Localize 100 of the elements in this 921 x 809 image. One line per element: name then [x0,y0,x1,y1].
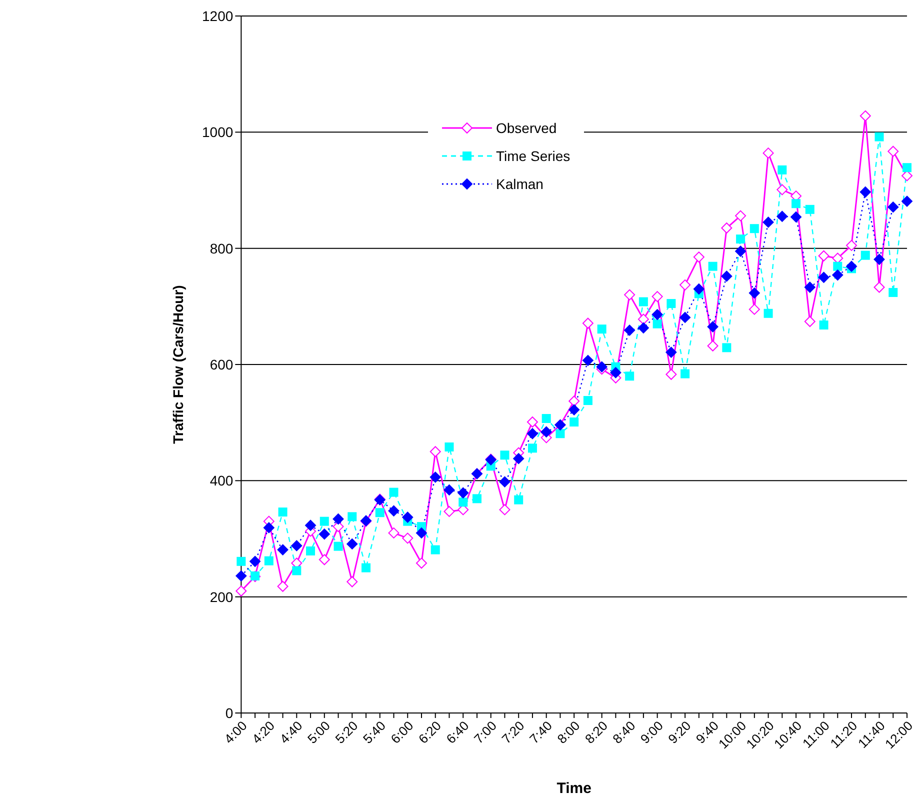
point [818,272,830,283]
point [430,545,440,554]
point [346,576,358,588]
point [638,314,649,325]
point [762,148,774,159]
point [624,324,636,336]
point [334,542,343,551]
point [888,288,898,297]
point [792,199,801,208]
point [402,512,414,523]
point [444,442,454,452]
point [332,514,344,524]
point [402,532,414,544]
y-tick-label: 400 [210,472,234,489]
point [582,318,594,329]
point [346,538,358,550]
point [597,324,606,334]
point [776,184,788,196]
point [318,554,330,566]
point [666,368,677,380]
point [680,279,691,290]
x-tick-label: 5:00 [304,718,334,747]
point [818,250,830,262]
point [722,343,732,352]
point [263,522,274,534]
x-tick-label: 7:00 [471,718,500,747]
point [832,270,844,281]
point [638,297,648,306]
point [638,322,649,334]
point [860,250,870,260]
point [778,165,787,174]
point [735,210,746,222]
point [625,372,634,381]
x-tick-label: 5:40 [360,718,389,747]
x-tick-label: 8:20 [582,718,610,747]
point [277,544,288,556]
point [458,487,469,498]
point [444,506,455,517]
point [707,340,718,352]
point [458,498,468,507]
point [764,308,773,318]
point [528,444,537,453]
point [748,304,760,315]
point [362,563,371,572]
point [736,234,746,244]
point [748,288,760,299]
point [513,453,524,464]
point [540,426,552,438]
point [624,289,636,300]
point [652,319,662,328]
x-tick-label: 6:40 [443,718,472,747]
x-tick-label: 6:00 [388,718,416,747]
x-axis-title: Time [556,780,592,797]
point [430,472,441,483]
point [708,262,718,271]
point [693,283,704,294]
point [735,246,746,257]
point [514,495,524,504]
x-tick-label: 9:00 [637,718,666,747]
y-axis-title: Traffic Flow (Cars/Hour) [170,285,186,444]
point [568,396,580,407]
point [721,222,732,234]
point [707,321,718,332]
y-tick-label: 1000 [202,124,234,140]
point [291,540,302,552]
x-tick-label: 4:40 [276,718,306,747]
point [804,282,816,293]
point [819,320,828,330]
y-tick-label: 0 [225,704,234,721]
point [348,512,357,522]
point [388,505,400,516]
point [568,404,580,416]
point [846,260,858,272]
point [250,556,261,567]
point [860,186,871,198]
point [888,146,899,157]
y-tick-label: 800 [210,240,234,256]
point [556,429,565,438]
point [776,210,788,222]
point [236,556,246,566]
point [277,580,288,592]
x-tick-label: 6:20 [416,718,444,747]
point [680,369,690,378]
point [388,527,400,538]
point [833,262,842,271]
point [570,418,579,427]
point [583,396,592,406]
x-tick-label: 8:40 [610,718,638,747]
point [596,361,608,372]
point [902,163,912,172]
point [526,428,538,440]
point [389,488,398,497]
point [666,346,677,358]
point [874,282,885,293]
x-tick-label: 5:20 [332,718,361,747]
point [278,508,288,517]
point [320,516,329,526]
point [430,446,441,458]
point [652,309,663,320]
point [721,270,732,282]
